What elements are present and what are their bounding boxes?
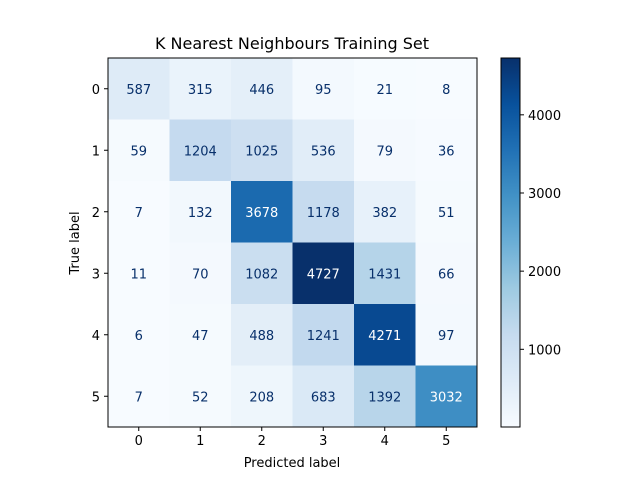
heatmap-cell <box>108 58 170 120</box>
cell-value-label: 59 <box>130 144 147 159</box>
cell-value-label: 1178 <box>307 206 340 221</box>
cell-value-label: 1392 <box>368 390 401 405</box>
cell-value-label: 52 <box>192 390 209 405</box>
cell-value-label: 488 <box>249 329 274 344</box>
heatmap-cell <box>354 119 416 182</box>
x-axis-label: Predicted label <box>244 456 341 471</box>
heatmap-cell <box>354 181 416 243</box>
y-axis-ticks: 0 1 2 3 4 5 <box>92 83 108 405</box>
cell-value-label: 21 <box>376 83 393 98</box>
heatmap-cell <box>354 242 416 305</box>
chart-title: K Nearest Neighbours Training Set <box>155 34 429 53</box>
heatmap-cell <box>354 58 416 120</box>
cell-value-label: 1025 <box>245 144 278 159</box>
colorbar-tick-label: 1000 <box>528 343 561 358</box>
heatmap-cell <box>415 365 478 428</box>
cell-value-label: 382 <box>372 206 397 221</box>
colorbar <box>500 57 521 428</box>
cell-value-label: 3678 <box>245 206 278 221</box>
x-tick-label: 2 <box>258 434 266 449</box>
heatmap-cell <box>231 304 293 366</box>
y-tick-label: 4 <box>92 329 100 344</box>
x-tick-label: 0 <box>135 434 143 449</box>
heatmap-cell <box>108 365 170 428</box>
heatmap-cell <box>415 242 478 305</box>
heatmap-cell <box>231 58 293 120</box>
cell-value-label: 315 <box>188 83 213 98</box>
heatmap-cell <box>108 304 170 366</box>
y-axis-label: True label <box>68 211 83 275</box>
x-tick-label: 4 <box>381 434 389 449</box>
colorbar-ticks: 1000 2000 3000 4000 <box>520 109 561 358</box>
colorbar-tick-label: 2000 <box>528 265 561 280</box>
y-tick-label: 5 <box>92 390 100 405</box>
cell-value-label: 1241 <box>307 329 340 344</box>
heatmap-cell <box>108 242 170 305</box>
heatmap-cell <box>415 119 478 182</box>
heatmap-cell <box>292 181 355 243</box>
heatmap-cell <box>354 304 416 366</box>
heatmap-cell <box>292 119 355 182</box>
plot-frame <box>107 57 478 428</box>
heatmap-cells <box>108 58 478 428</box>
heatmap-cell <box>415 304 478 366</box>
heatmap-cell <box>108 181 170 243</box>
heatmap-cell <box>231 119 293 182</box>
heatmap-cell <box>169 304 232 366</box>
heatmap-cell <box>108 119 170 182</box>
x-tick-label: 3 <box>319 434 327 449</box>
cell-value-label: 208 <box>249 390 274 405</box>
colorbar-tick-label: 4000 <box>528 109 561 124</box>
cell-value-label: 51 <box>438 206 455 221</box>
cell-value-label: 7 <box>135 206 143 221</box>
cell-value-label: 1204 <box>184 144 217 159</box>
heatmap-cell <box>231 242 293 305</box>
heatmap-cell <box>169 181 232 243</box>
cell-value-label: 683 <box>311 390 336 405</box>
heatmap-cell <box>169 58 232 120</box>
cell-value-label: 3032 <box>430 390 463 405</box>
x-tick-label: 5 <box>442 434 450 449</box>
cell-value-label: 4727 <box>307 267 340 282</box>
heatmap-cell <box>292 242 355 305</box>
y-tick-label: 2 <box>92 206 100 221</box>
heatmap-cell <box>415 181 478 243</box>
y-tick-label: 1 <box>92 144 100 159</box>
cell-value-label: 536 <box>311 144 336 159</box>
heatmap-cell <box>169 365 232 428</box>
cell-value-label: 587 <box>126 83 151 98</box>
cell-value-label: 36 <box>438 144 455 159</box>
heatmap-cell-labels: 587 315 446 95 21 8 59 1204 1025 536 79 36 7 132 3678 1… <box>126 83 462 406</box>
cell-value-label: 446 <box>249 83 274 98</box>
cell-value-label: 1431 <box>368 267 401 282</box>
cell-value-label: 8 <box>442 83 450 98</box>
heatmap-cell <box>354 365 416 428</box>
heatmap-cell <box>292 58 355 120</box>
colorbar-tick-label: 3000 <box>528 187 561 202</box>
heatmap-cell <box>415 58 478 120</box>
heatmap-cell <box>231 365 293 428</box>
x-axis-ticks: 0 1 2 3 4 5 <box>135 427 450 449</box>
cell-value-label: 70 <box>192 267 209 282</box>
heatmap-cell <box>292 365 355 428</box>
cell-value-label: 1082 <box>245 267 278 282</box>
heatmap-cell <box>169 119 232 182</box>
heatmap-cell <box>231 181 293 243</box>
cell-value-label: 132 <box>188 206 213 221</box>
heatmap-cell <box>169 242 232 305</box>
cell-value-label: 7 <box>135 390 143 405</box>
y-tick-label: 3 <box>92 267 100 282</box>
cell-value-label: 95 <box>315 83 332 98</box>
cell-value-label: 47 <box>192 329 209 344</box>
y-tick-label: 0 <box>92 83 100 98</box>
cell-value-label: 6 <box>135 329 143 344</box>
cell-value-label: 4271 <box>368 329 401 344</box>
x-tick-label: 1 <box>196 434 204 449</box>
cell-value-label: 66 <box>438 267 455 282</box>
cell-value-label: 11 <box>130 267 147 282</box>
cell-value-label: 97 <box>438 329 455 344</box>
cell-value-label: 79 <box>376 144 393 159</box>
heatmap-cell <box>292 304 355 366</box>
